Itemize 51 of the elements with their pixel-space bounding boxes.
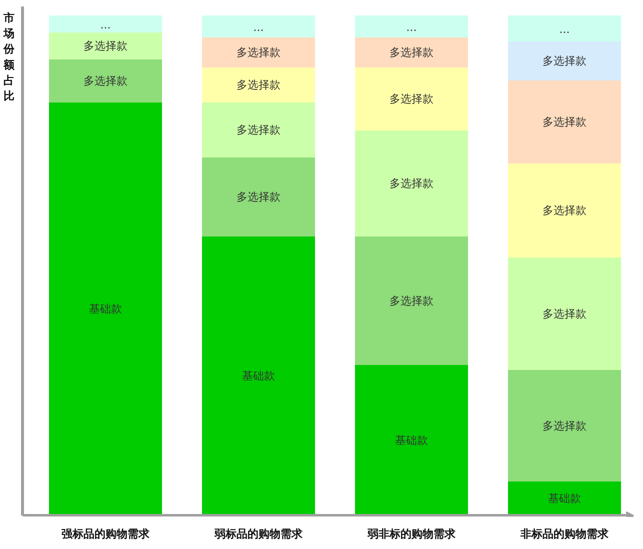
bar: [355, 236, 468, 365]
text: 多选择款: [390, 46, 434, 59]
bar: [49, 60, 162, 102]
series-label: ...: [100, 18, 111, 32]
bar: [202, 102, 315, 158]
bar: [508, 16, 621, 42]
text: 多选择款: [542, 307, 586, 320]
y-axis-title: 市场份额占比: [2, 12, 16, 102]
series-label: 多选择款: [542, 54, 586, 68]
series-label: 多选择款: [236, 46, 280, 59]
x-tick-label: 弱标品的购物需求: [214, 528, 304, 540]
x-tick-label: 弱非标的购物需求: [366, 528, 456, 540]
text: 多选择款: [390, 177, 434, 190]
bar: [508, 370, 621, 482]
bar: [355, 365, 468, 516]
text: ...: [406, 21, 417, 34]
x-tick-label: 强标品的购物需求: [62, 528, 150, 540]
bar: [355, 68, 468, 130]
text: 多选择款: [542, 116, 586, 128]
bar: [355, 38, 468, 68]
text: ...: [253, 21, 264, 34]
series-label: 基础款: [548, 492, 581, 505]
text: 多选择款: [390, 92, 434, 106]
text: 基础款: [242, 370, 275, 382]
bar: [49, 32, 162, 60]
bar: [202, 38, 315, 68]
bar: [355, 130, 468, 236]
text: 多选择款: [390, 294, 434, 308]
x-tick-label: 非标品的购物需求: [520, 528, 610, 540]
series-label: 多选择款: [84, 74, 128, 88]
text: ...: [559, 23, 570, 36]
bar: [202, 68, 315, 102]
series-label: 多选择款: [84, 40, 128, 52]
bar: [49, 102, 162, 516]
bar: [355, 16, 468, 38]
text: 多选择款: [236, 190, 280, 204]
text: 多选择款: [236, 124, 280, 136]
bar: [508, 482, 621, 516]
bar: [508, 258, 621, 370]
bar: [508, 42, 621, 80]
bar: [202, 16, 315, 38]
bar: [202, 236, 315, 516]
text: 多选择款: [542, 419, 586, 432]
bar: [508, 80, 621, 164]
text: 基础款: [89, 302, 122, 316]
bar: [508, 164, 621, 258]
text: 多选择款: [542, 204, 586, 217]
bar: [49, 16, 162, 32]
bar: [202, 158, 315, 236]
series-label: 多选择款: [236, 78, 280, 92]
text: 基础款: [395, 434, 428, 447]
